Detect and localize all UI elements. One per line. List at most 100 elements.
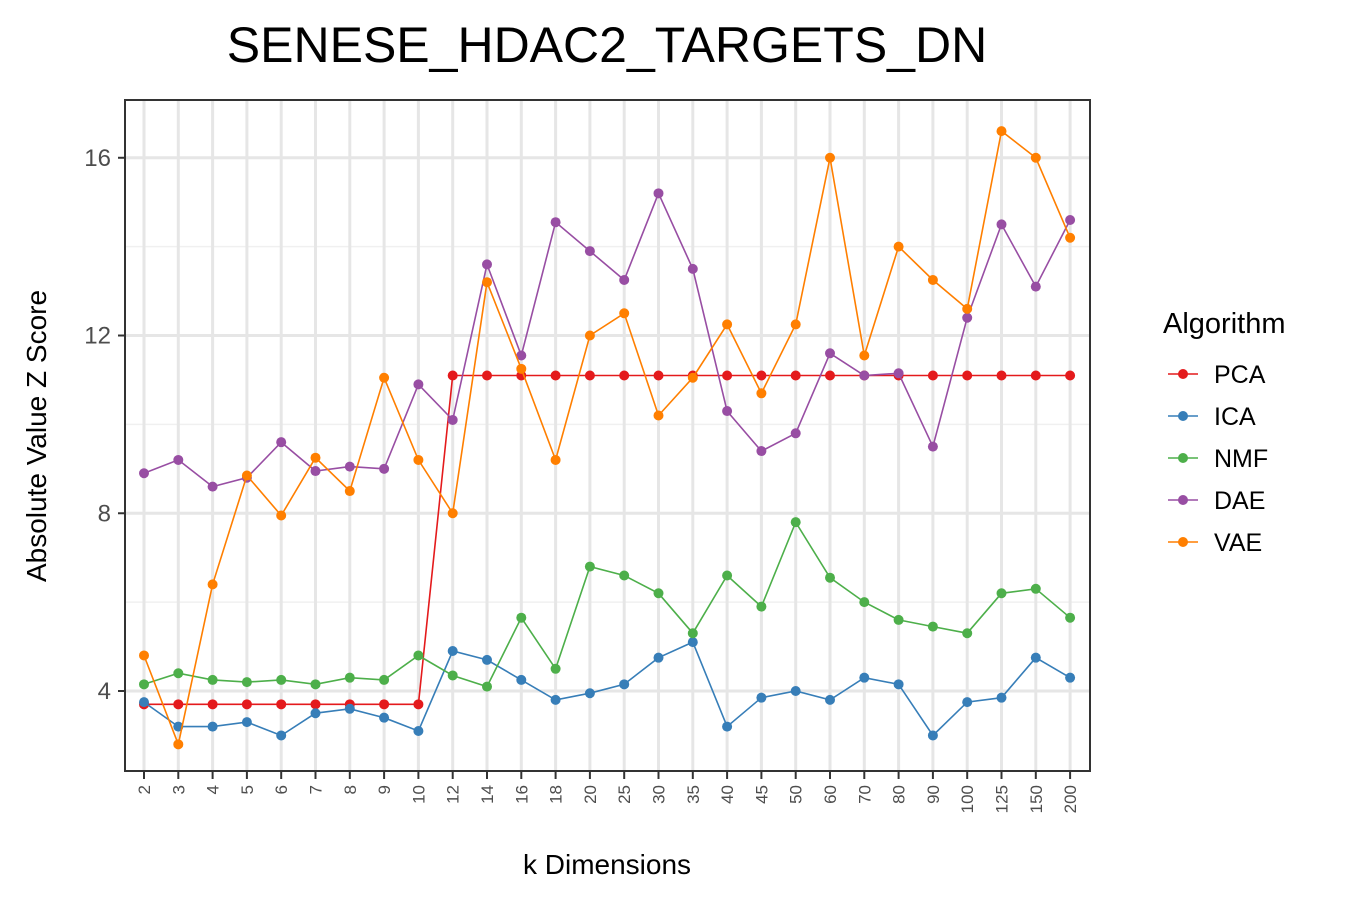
point-ica <box>893 679 904 690</box>
x-tick-label: 12 <box>444 785 463 804</box>
x-tick-label: 80 <box>890 785 909 804</box>
point-nmf <box>173 668 184 679</box>
point-ica <box>756 692 767 703</box>
legend-title: Algorithm <box>1163 308 1286 340</box>
point-ica <box>1065 672 1076 683</box>
series-layer <box>139 126 1076 750</box>
point-nmf <box>790 517 801 528</box>
point-nmf <box>207 674 218 685</box>
point-pca <box>722 370 733 381</box>
point-nmf <box>1030 583 1041 594</box>
point-vae <box>687 372 698 383</box>
point-nmf <box>413 650 424 661</box>
grid <box>125 100 1090 771</box>
point-ica <box>516 674 527 685</box>
point-vae <box>550 454 561 465</box>
point-dae <box>584 246 595 257</box>
point-pca <box>173 699 184 710</box>
point-vae <box>447 508 458 519</box>
x-tick-label: 16 <box>512 785 531 804</box>
x-tick-label: 125 <box>993 785 1012 813</box>
point-dae <box>687 263 698 274</box>
point-pca <box>379 699 390 710</box>
point-vae <box>413 454 424 465</box>
point-ica <box>859 672 870 683</box>
x-tick-label: 4 <box>204 785 223 794</box>
point-nmf <box>447 670 458 681</box>
point-vae <box>825 152 835 163</box>
chart-title: SENESE_HDAC2_TARGETS_DN <box>227 17 987 73</box>
point-ica <box>310 708 321 719</box>
x-tick-label: 50 <box>787 785 806 804</box>
point-ica <box>276 730 287 741</box>
point-dae <box>207 481 218 492</box>
x-tick-label: 6 <box>272 785 291 794</box>
point-ica <box>379 712 390 723</box>
point-pca <box>653 370 664 381</box>
point-pca <box>310 699 321 710</box>
point-pca <box>1065 370 1076 381</box>
point-nmf <box>1065 612 1076 623</box>
y-tick-label: 4 <box>98 678 111 705</box>
point-vae <box>996 126 1007 137</box>
point-pca <box>619 370 630 381</box>
point-vae <box>276 510 287 521</box>
point-vae <box>893 241 904 252</box>
point-nmf <box>379 674 390 685</box>
point-ica <box>687 637 698 648</box>
point-ica <box>139 697 149 708</box>
point-nmf <box>584 561 595 572</box>
point-ica <box>1030 652 1041 663</box>
x-tick-label: 9 <box>375 785 394 794</box>
point-dae <box>482 259 492 270</box>
x-axis-title: k Dimensions <box>523 849 691 880</box>
x-tick-label: 35 <box>684 785 703 804</box>
x-tick-label: 14 <box>478 785 497 804</box>
legend-key-ica <box>1178 411 1188 421</box>
legend: Algorithm PCA ICA NMF DAE VAE <box>1163 308 1286 557</box>
y-tick-label: 12 <box>84 323 111 350</box>
point-ica <box>962 697 973 708</box>
point-dae <box>139 468 149 479</box>
point-dae <box>722 406 733 417</box>
point-nmf <box>825 572 835 583</box>
x-tick-label: 100 <box>958 785 977 813</box>
point-dae <box>893 368 904 379</box>
point-ica <box>619 679 630 690</box>
point-nmf <box>859 597 870 608</box>
legend-key-vae <box>1178 537 1188 547</box>
point-vae <box>653 410 664 421</box>
x-tick-label: 30 <box>650 785 669 804</box>
point-dae <box>413 379 424 390</box>
point-dae <box>447 414 458 425</box>
x-tick-label: 2 <box>135 785 154 794</box>
point-pca <box>482 370 492 381</box>
point-vae <box>619 308 630 319</box>
point-vae <box>1030 152 1041 163</box>
point-nmf <box>996 588 1007 599</box>
series-line-nmf <box>143 520 1071 688</box>
point-pca <box>825 370 835 381</box>
point-nmf <box>276 674 287 685</box>
point-nmf <box>893 614 904 625</box>
point-nmf <box>722 570 733 581</box>
point-nmf <box>619 570 630 581</box>
x-tick-label: 200 <box>1061 785 1080 813</box>
point-nmf <box>962 628 973 639</box>
legend-label-dae: DAE <box>1214 487 1265 515</box>
point-ica <box>482 654 492 665</box>
x-tick-label: 20 <box>581 785 600 804</box>
point-pca <box>756 370 767 381</box>
point-vae <box>241 470 252 481</box>
point-vae <box>310 452 321 463</box>
point-nmf <box>687 628 698 639</box>
point-nmf <box>756 601 767 612</box>
x-tick-label: 70 <box>855 785 874 804</box>
point-ica <box>241 717 252 728</box>
y-tick-label: 8 <box>98 500 111 527</box>
point-dae <box>962 312 973 323</box>
point-pca <box>962 370 973 381</box>
point-vae <box>482 277 492 288</box>
x-tick-label: 150 <box>1027 785 1046 813</box>
point-dae <box>550 217 561 228</box>
